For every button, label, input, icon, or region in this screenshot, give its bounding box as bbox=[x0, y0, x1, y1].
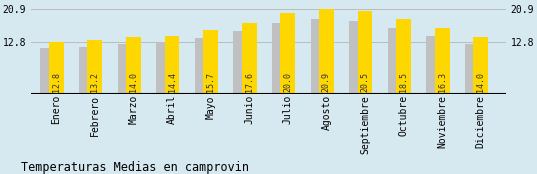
Bar bbox=[435, 28, 449, 94]
Bar bbox=[349, 21, 364, 94]
Text: 12.8: 12.8 bbox=[52, 72, 61, 92]
Text: 20.0: 20.0 bbox=[284, 72, 292, 92]
Bar bbox=[204, 30, 218, 94]
Bar bbox=[310, 19, 325, 94]
Bar bbox=[388, 28, 402, 94]
Bar bbox=[280, 13, 295, 94]
Text: 14.0: 14.0 bbox=[129, 72, 138, 92]
Bar bbox=[195, 38, 209, 94]
Bar bbox=[319, 9, 333, 94]
Bar bbox=[234, 31, 248, 94]
Bar bbox=[396, 19, 411, 94]
Text: 20.9: 20.9 bbox=[322, 72, 331, 92]
Bar bbox=[242, 23, 257, 94]
Text: 15.7: 15.7 bbox=[206, 72, 215, 92]
Text: 17.6: 17.6 bbox=[245, 72, 253, 92]
Bar bbox=[79, 47, 93, 94]
Text: 16.3: 16.3 bbox=[438, 72, 447, 92]
Text: 20.5: 20.5 bbox=[360, 72, 369, 92]
Bar bbox=[165, 35, 179, 94]
Bar bbox=[426, 36, 441, 94]
Bar bbox=[118, 44, 132, 94]
Bar bbox=[49, 42, 63, 94]
Text: Temperaturas Medias en camprovin: Temperaturas Medias en camprovin bbox=[21, 161, 250, 174]
Bar bbox=[126, 37, 141, 94]
Bar bbox=[88, 40, 102, 94]
Bar bbox=[358, 11, 372, 94]
Bar bbox=[40, 48, 55, 94]
Text: 13.2: 13.2 bbox=[90, 72, 99, 92]
Text: 14.4: 14.4 bbox=[168, 72, 177, 92]
Bar bbox=[156, 42, 171, 94]
Bar bbox=[465, 44, 480, 94]
Bar bbox=[474, 37, 488, 94]
Text: 14.0: 14.0 bbox=[476, 72, 485, 92]
Text: 18.5: 18.5 bbox=[399, 72, 408, 92]
Bar bbox=[272, 23, 287, 94]
